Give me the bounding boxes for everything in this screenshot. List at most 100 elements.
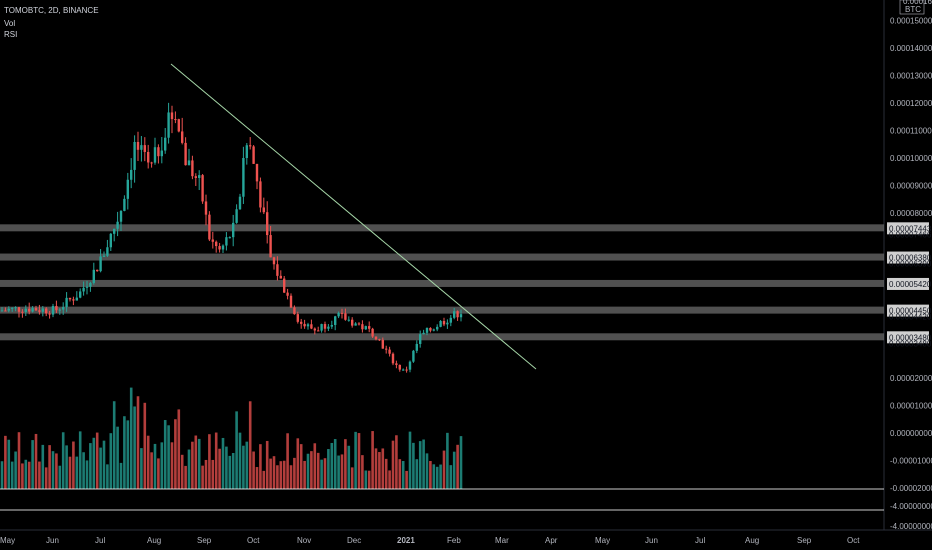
candle-body-79	[269, 235, 272, 258]
candle-body-0	[0, 310, 4, 312]
candle-body-84	[286, 292, 289, 296]
candle-body-56	[191, 160, 194, 177]
candle-body-96	[327, 326, 330, 329]
volume-bar-50	[170, 442, 174, 489]
volume-indicator-label[interactable]: Vol	[4, 19, 16, 28]
volume-bar-10	[34, 433, 38, 489]
volume-bar-11	[38, 461, 41, 489]
candle-body-132	[449, 317, 452, 323]
volume-bar-15	[51, 451, 55, 489]
rsi-indicator-label[interactable]: RSI	[4, 30, 18, 39]
time-tick-0: May	[0, 536, 15, 545]
candle-body-10	[34, 308, 38, 311]
level-tag-0	[887, 222, 929, 235]
volume-bar-115	[391, 440, 395, 489]
candle-body-7	[24, 308, 27, 312]
volume-bar-57	[194, 435, 198, 489]
candle-body-61	[208, 214, 211, 240]
candle-body-73	[249, 145, 252, 147]
volume-bar-59	[201, 465, 204, 489]
candle-body-90	[306, 324, 310, 327]
volume-bar-113	[384, 458, 388, 489]
volume-bar-118	[401, 461, 405, 489]
candle-body-4	[14, 307, 17, 309]
candle-body-42	[143, 145, 146, 152]
time-tick-15: Aug	[745, 536, 759, 545]
volume-bar-3	[10, 461, 14, 489]
volume-bar-17	[58, 465, 62, 489]
volume-bar-127	[432, 464, 436, 489]
volume-bar-109	[371, 431, 374, 489]
price-tick-11: -0.00001000	[890, 457, 932, 466]
candle-body-134	[456, 311, 459, 318]
time-tick-1: Jun	[46, 536, 59, 545]
volume-bar-77	[262, 470, 266, 489]
volume-bar-63	[214, 432, 218, 489]
currency-tag: BTC	[905, 5, 921, 14]
candle-body-122	[415, 343, 418, 351]
volume-bar-68	[231, 453, 235, 489]
candle-body-87	[296, 314, 299, 322]
candle-body-17	[58, 309, 61, 311]
candle-body-74	[252, 146, 255, 164]
candle-body-94	[320, 324, 323, 331]
candle-body-72	[245, 145, 248, 158]
volume-bar-90	[306, 453, 310, 489]
candle-body-66	[225, 237, 228, 246]
volume-bar-91	[310, 451, 313, 489]
candle-body-13	[45, 308, 48, 314]
candle-body-28	[96, 269, 99, 272]
level-band-4	[0, 333, 884, 341]
volume-bar-130	[442, 450, 446, 489]
candle-body-106	[361, 324, 364, 330]
candle-body-114	[388, 349, 391, 354]
time-tick-5: Oct	[247, 536, 260, 545]
candle-body-128	[436, 326, 439, 330]
candle-body-120	[408, 361, 412, 370]
candle-body-127	[432, 329, 435, 331]
price-tick-10: 0.00000000	[890, 429, 932, 438]
candle-body-112	[381, 339, 384, 349]
candle-body-52	[177, 119, 180, 132]
level-tag-under-4: 0.00003480	[889, 339, 932, 348]
volume-bar-110	[374, 448, 378, 489]
time-tick-8: 2021	[397, 536, 415, 545]
level-tag-label-1: 0.00006380	[889, 254, 932, 263]
candle-body-111	[378, 339, 381, 341]
price-tick-8: 0.00002000	[890, 374, 932, 383]
time-tick-10: Mar	[495, 536, 509, 545]
volume-bar-37	[126, 420, 130, 489]
level-tag-label-0: 0.00007443	[889, 224, 932, 233]
candle-body-69	[235, 209, 238, 223]
candle-body-43	[147, 151, 150, 163]
candle-body-119	[405, 369, 408, 371]
volume-bar-124	[422, 439, 425, 489]
time-tick-14: Jul	[695, 536, 705, 545]
volume-bar-133	[452, 451, 456, 489]
candle-body-57	[194, 176, 197, 178]
volume-bar-60	[204, 459, 208, 489]
level-tag-under-1: 0.00006390	[889, 260, 932, 269]
candle-body-135	[459, 314, 463, 318]
volume-bar-9	[31, 440, 34, 489]
candle-body-35	[119, 210, 123, 222]
volume-bar-8	[27, 461, 31, 489]
volume-bar-39	[133, 406, 136, 489]
candle-body-105	[357, 323, 361, 325]
rsi-tick-1: -4.00000000	[890, 522, 932, 531]
volume-bar-98	[333, 439, 337, 489]
price-tick-2: 0.00013000	[890, 72, 932, 81]
volume-bar-92	[313, 443, 317, 489]
level-tag-label-4: 0.00003480	[889, 333, 932, 342]
volume-bar-120	[408, 431, 412, 489]
volume-bar-114	[388, 470, 391, 489]
volume-bar-27	[92, 437, 96, 489]
candle-body-46	[157, 147, 160, 157]
candle-body-49	[167, 112, 170, 138]
volume-bar-0	[0, 461, 4, 489]
candle-body-40	[136, 141, 140, 150]
candle-body-36	[123, 198, 126, 211]
volume-bar-1	[4, 435, 7, 489]
volume-bar-94	[320, 459, 323, 489]
